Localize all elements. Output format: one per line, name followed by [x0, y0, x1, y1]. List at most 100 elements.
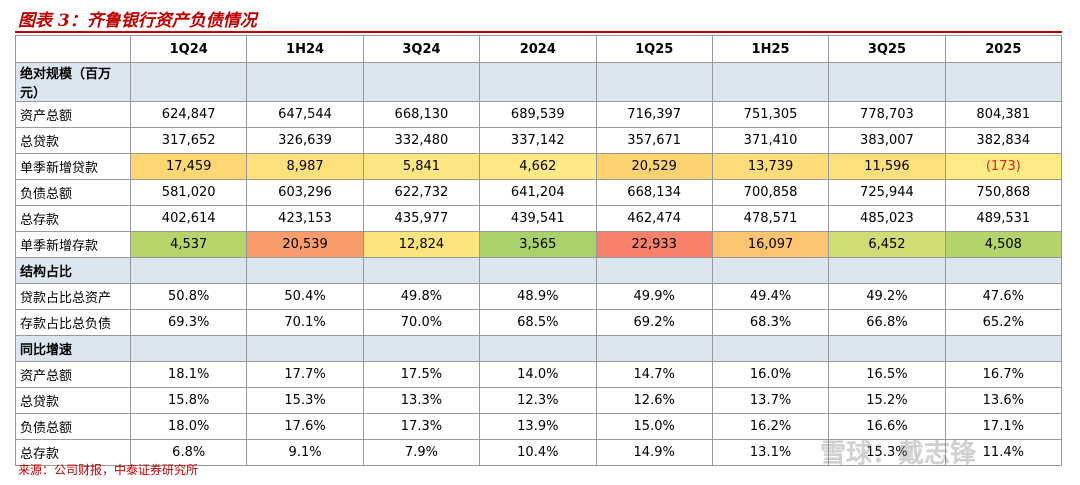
section-cell: [246, 62, 364, 102]
cell: 13.9%: [479, 413, 597, 440]
row-label: 总贷款: [15, 127, 131, 154]
cell: 371,410: [711, 127, 830, 154]
cell: 4,508: [944, 231, 1063, 258]
section-cell: [711, 257, 830, 284]
section-cell: [362, 257, 481, 284]
data-row: 总贷款 15.8% 15.3% 13.3% 12.3% 12.6% 13.7% 15.2% 13…: [15, 387, 1063, 414]
source: 来源：公司财报，中泰证券研究所: [18, 463, 199, 477]
cell: 581,020: [129, 179, 248, 206]
cell: 47.6%: [944, 283, 1063, 310]
cell: 5,841: [362, 153, 481, 180]
cell: 50.8%: [129, 283, 248, 310]
cell: 18.1%: [129, 361, 248, 388]
cell: 22,933: [595, 231, 713, 258]
cell: 7.9%: [362, 439, 481, 466]
cell: 49.9%: [595, 283, 713, 310]
cell: (173): [944, 153, 1063, 180]
row-label: 资产总额: [15, 101, 131, 128]
cell: 382,834: [944, 127, 1063, 154]
cell: 20,539: [246, 231, 364, 258]
row-label: 资产总额: [15, 361, 131, 388]
cell: 49.8%: [362, 283, 481, 310]
row-label: 总存款: [15, 439, 131, 466]
cell: 337,142: [479, 127, 597, 154]
cell: 18.0%: [129, 413, 248, 440]
cell: 16.6%: [828, 413, 946, 440]
cell: 17,459: [129, 153, 248, 180]
cell: 6,452: [828, 231, 946, 258]
cell: 49.2%: [828, 283, 946, 310]
section-cell: [129, 335, 248, 362]
data-row: 总存款 6.8% 9.1% 7.9% 10.4% 14.9% 13.1% 15.3% 11.4%: [15, 439, 1063, 466]
cell: 16,097: [711, 231, 830, 258]
cell: 13.1%: [711, 439, 830, 466]
column-header: 2024: [479, 35, 597, 63]
section-cell: [129, 257, 248, 284]
cell: 68.3%: [711, 309, 830, 336]
row-label: 结构占比: [15, 257, 131, 284]
cell: 668,130: [362, 101, 481, 128]
cell: 70.1%: [246, 309, 364, 336]
cell: 17.3%: [362, 413, 481, 440]
cell: 6.8%: [129, 439, 248, 466]
cell: 17.6%: [246, 413, 364, 440]
title: 图表 3：齐鲁银行资产负债情况: [18, 11, 257, 31]
section-cell: [944, 62, 1063, 102]
section-cell: [479, 62, 597, 102]
cell: 9.1%: [246, 439, 364, 466]
cell: 15.0%: [595, 413, 713, 440]
row-label: 总贷款: [15, 387, 131, 414]
watermark: 雪球：戴志锋: [820, 439, 977, 469]
row-label: 贷款占比总资产: [15, 283, 131, 310]
cell: 4,662: [479, 153, 597, 180]
cell: 647,544: [246, 101, 364, 128]
column-header: 3Q25: [828, 35, 946, 63]
cell: 66.8%: [828, 309, 946, 336]
cell: 435,977: [362, 205, 481, 232]
section-cell: [479, 335, 597, 362]
data-row: 贷款占比总资产 50.8% 50.4% 49.8% 48.9% 49.9% 49.4% 49.…: [15, 283, 1063, 310]
data-row: 负债总额 18.0% 17.6% 17.3% 13.9% 15.0% 16.2% 16.6% 1…: [15, 413, 1063, 440]
cell: 423,153: [246, 205, 364, 232]
cell: 65.2%: [944, 309, 1063, 336]
data-row: 负债总额 581,020 603,296 622,732 641,204 668,134 7…: [15, 179, 1063, 206]
cell: 68.5%: [479, 309, 597, 336]
data-row: 总贷款 317,652 326,639 332,480 337,142 357,671 37…: [15, 127, 1063, 154]
row-label: 单季新增贷款: [15, 153, 131, 180]
cell: 689,539: [479, 101, 597, 128]
cell: 11.4%: [944, 439, 1063, 466]
data-row: 单季新增贷款 17,459 8,987 5,841 4,662 20,529 13,739 1…: [15, 153, 1063, 180]
cell: 383,007: [828, 127, 946, 154]
cell: 462,474: [595, 205, 713, 232]
cell: 332,480: [362, 127, 481, 154]
row-label: 绝对规模（百万元）: [15, 62, 131, 102]
column-header: 1Q25: [595, 35, 713, 63]
corner-cell: [15, 35, 131, 63]
column-header: 1H25: [711, 35, 830, 63]
cell: 50.4%: [246, 283, 364, 310]
cell: 12,824: [362, 231, 481, 258]
section-cell: [828, 257, 946, 284]
cell: 12.6%: [595, 387, 713, 414]
cell: 16.0%: [711, 361, 830, 388]
cell: 13,739: [711, 153, 830, 180]
cell: 439,541: [479, 205, 597, 232]
cell: 11,596: [828, 153, 946, 180]
header-row: 1Q24 1H24 3Q24 2024 1Q25 1H25 3Q25 2025: [15, 35, 1063, 63]
section-cell: [828, 335, 946, 362]
row-label: 同比增速: [15, 335, 131, 362]
section-cell: [362, 335, 481, 362]
cell: 668,134: [595, 179, 713, 206]
section-cell: [828, 62, 946, 102]
section-cell: [711, 335, 830, 362]
cell: 725,944: [828, 179, 946, 206]
section-cell: [595, 335, 713, 362]
cell: 20,529: [595, 153, 713, 180]
column-header: 1Q24: [129, 35, 248, 63]
cell: 8,987: [246, 153, 364, 180]
section-cell: [246, 257, 364, 284]
cell: 15.3%: [246, 387, 364, 414]
data-row: 资产总额 18.1% 17.7% 17.5% 14.0% 14.7% 16.0% 16.5% 1…: [15, 361, 1063, 388]
cell: 13.3%: [362, 387, 481, 414]
cell: 700,858: [711, 179, 830, 206]
